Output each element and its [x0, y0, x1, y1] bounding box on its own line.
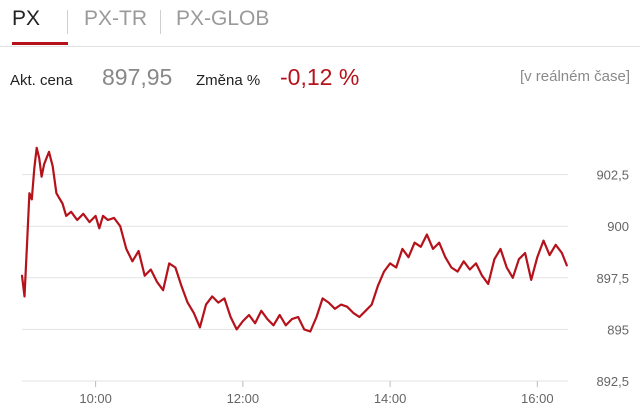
x-tick-label: 12:00 — [227, 391, 260, 406]
y-tick-label: 900 — [607, 219, 629, 234]
price-value: 897,95 — [102, 64, 173, 90]
y-tick-label: 902,5 — [596, 168, 629, 183]
x-tick-label: 14:00 — [374, 391, 407, 406]
price-chart: 892,5 895 897,5 900 902,5 10:00 12:00 14:00 16:0… — [20, 146, 629, 406]
tab-px[interactable]: PX — [12, 7, 41, 30]
y-tick-label: 892,5 — [596, 374, 629, 389]
realtime-link[interactable]: [v reálném čase] — [519, 68, 630, 85]
price-label: Akt. cena — [10, 72, 73, 89]
y-tick-label: 895 — [607, 322, 629, 337]
index-tabs: PX PX-TR PX-GLOB — [0, 0, 640, 47]
active-tab-indicator — [12, 42, 68, 45]
x-tick-label: 16:00 — [521, 391, 554, 406]
change-label: Změna % — [196, 72, 261, 89]
tab-px-tr[interactable]: PX-TR — [84, 7, 147, 30]
y-tick-label: 897,5 — [596, 271, 629, 286]
x-tick-label: 10:00 — [79, 391, 112, 406]
tab-px-glob[interactable]: PX-GLOB — [176, 7, 270, 30]
change-value: -0,12 % — [280, 64, 360, 90]
series-line — [20, 146, 568, 333]
tab-divider — [160, 10, 161, 34]
tab-divider — [67, 10, 68, 34]
